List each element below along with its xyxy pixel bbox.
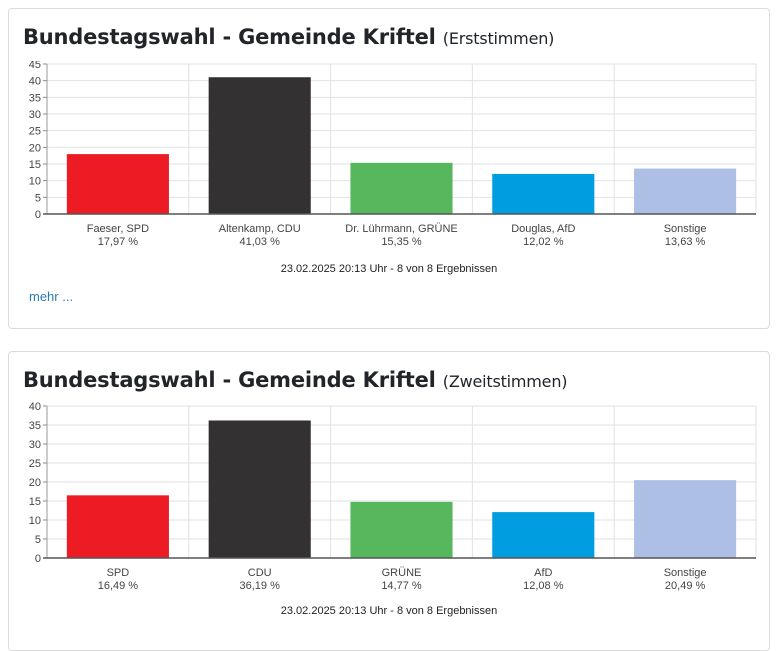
category-label: Altenkamp, CDU — [219, 223, 301, 235]
value-label: 12,02 % — [523, 236, 564, 248]
title-main: Bundestagswahl - Gemeinde Kriftel — [23, 25, 436, 49]
value-label: 13,63 % — [665, 236, 706, 248]
y-tick-label: 0 — [35, 209, 41, 221]
category-label: SPD — [107, 567, 130, 579]
value-label: 36,19 % — [240, 580, 281, 592]
bar[interactable] — [208, 77, 311, 214]
bar[interactable] — [492, 173, 595, 214]
category-label: Dr. Lührmann, GRÜNE — [345, 223, 457, 235]
y-tick-label: 20 — [29, 142, 41, 154]
category-label: Sonstige — [664, 223, 707, 235]
bar[interactable] — [66, 495, 169, 558]
y-tick-label: 30 — [29, 109, 41, 121]
y-tick-label: 5 — [35, 534, 41, 546]
category-label: Faeser, SPD — [87, 223, 149, 235]
y-tick-label: 0 — [35, 553, 41, 565]
value-label: 41,03 % — [240, 236, 281, 248]
value-label: 14,77 % — [381, 580, 422, 592]
category-label: CDU — [248, 567, 272, 579]
y-tick-label: 10 — [29, 515, 41, 527]
y-tick-label: 35 — [29, 420, 41, 432]
bar[interactable] — [350, 162, 453, 214]
more-link[interactable]: mehr ... — [29, 289, 74, 304]
y-tick-label: 40 — [29, 402, 41, 413]
result-timestamp: 23.02.2025 20:13 Uhr - 8 von 8 Ergebniss… — [280, 605, 498, 617]
y-tick-label: 30 — [29, 439, 41, 451]
title-suffix: (Zweitstimmen) — [442, 372, 568, 391]
category-label: GRÜNE — [382, 567, 422, 579]
title-main: Bundestagswahl - Gemeinde Kriftel — [23, 368, 436, 392]
category-label: AfD — [534, 567, 552, 579]
title-suffix: (Erststimmen) — [442, 29, 555, 48]
result-timestamp: 23.02.2025 20:13 Uhr - 8 von 8 Ergebniss… — [280, 263, 498, 275]
category-label: Douglas, AfD — [511, 223, 575, 235]
value-label: 15,35 % — [381, 236, 422, 248]
erststimmen-card: Bundestagswahl - Gemeinde Kriftel (Ersts… — [8, 8, 770, 329]
bar[interactable] — [492, 512, 595, 558]
y-tick-label: 20 — [29, 477, 41, 489]
bar[interactable] — [634, 480, 737, 558]
bar[interactable] — [634, 168, 737, 214]
y-tick-label: 15 — [29, 159, 41, 171]
bar[interactable] — [208, 420, 311, 558]
value-label: 16,49 % — [98, 580, 139, 592]
y-tick-label: 35 — [29, 92, 41, 104]
category-label: Sonstige — [664, 567, 707, 579]
value-label: 17,97 % — [98, 236, 139, 248]
card-title: Bundestagswahl - Gemeinde Kriftel (Zweit… — [23, 368, 568, 392]
y-tick-label: 5 — [35, 192, 41, 204]
y-tick-label: 40 — [29, 76, 41, 88]
bar[interactable] — [350, 501, 453, 558]
y-tick-label: 15 — [29, 496, 41, 508]
value-label: 20,49 % — [665, 580, 706, 592]
card-title: Bundestagswahl - Gemeinde Kriftel (Ersts… — [23, 25, 554, 49]
y-tick-label: 25 — [29, 458, 41, 470]
y-tick-label: 25 — [29, 126, 41, 138]
y-tick-label: 45 — [29, 61, 41, 71]
bar[interactable] — [66, 154, 169, 214]
y-tick-label: 10 — [29, 176, 41, 188]
value-label: 12,08 % — [523, 580, 564, 592]
zweitstimmen-card: Bundestagswahl - Gemeinde Kriftel (Zweit… — [8, 351, 770, 651]
